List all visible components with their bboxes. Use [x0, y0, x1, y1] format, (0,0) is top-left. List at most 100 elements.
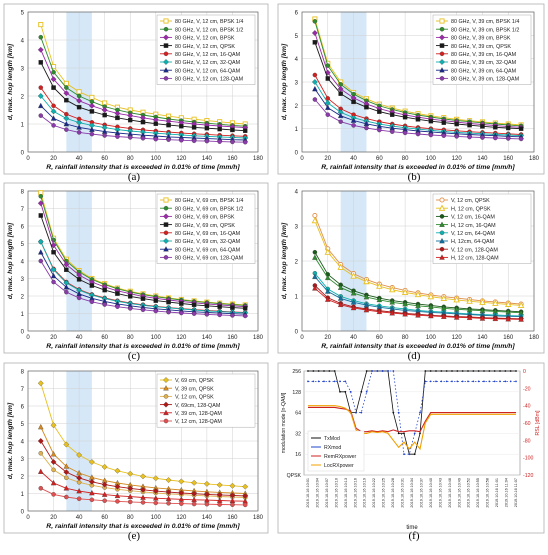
data-point-s7-2	[338, 119, 343, 124]
x-tick-label: 0	[26, 515, 30, 521]
data-point-s1-3	[323, 380, 325, 383]
data-point-s7-16	[518, 136, 524, 142]
time-tick-label: 2019.10.16 10:16	[353, 478, 357, 508]
data-point-s0-30	[467, 370, 469, 372]
x-tick-label: 60	[101, 156, 108, 162]
data-point-s7-11	[453, 314, 460, 320]
x-tick-label: 100	[151, 156, 162, 162]
y-tick-label-right: 0	[523, 369, 526, 375]
data-point-s1-0	[38, 34, 44, 40]
data-point-s2-5	[101, 107, 108, 113]
legend-entry: 80 GHz, V, 12 cm, 16-QAM	[175, 52, 241, 58]
data-point-s7-1	[325, 296, 331, 302]
legend-entry: V, 12 cm, QPSK	[451, 198, 490, 204]
time-tick-label: 2019.10.16 10:19	[363, 478, 367, 508]
legend-entry: 80 GHz, V, 39 cm, 16-QAM	[451, 52, 517, 58]
data-point-s3-7	[127, 485, 134, 492]
data-point-s5-11	[179, 501, 184, 506]
data-point-s3-13	[204, 125, 210, 131]
panel-label: (c)	[128, 350, 141, 362]
data-point-s1-34	[488, 380, 491, 383]
data-point-s7-11	[179, 137, 184, 143]
data-point-s1-8	[414, 290, 422, 298]
data-point-s1-15	[504, 300, 512, 307]
data-point-s4-1	[51, 103, 56, 109]
legend-entry: 80 GHz, V, 69 cm, BPSK 1/4	[175, 198, 243, 204]
data-point-s2-1	[50, 242, 57, 249]
x-axis-label: R, rainfall intensity that is exceeded i…	[321, 343, 515, 350]
series-line-3	[308, 405, 516, 451]
data-point-s4-4	[89, 489, 95, 496]
data-point-s3-0	[37, 438, 44, 444]
legend-swatch-marker	[163, 43, 169, 48]
data-point-s1-11	[365, 390, 368, 393]
y-tick-label: 0	[21, 330, 25, 336]
data-point-s0-36	[499, 370, 501, 372]
legend-entry: 80 GHz, V, 69 cm, 128-QAM	[175, 256, 244, 262]
data-point-s3-9	[428, 118, 434, 124]
legend-swatch-marker	[163, 255, 169, 260]
data-point-s7-9	[153, 308, 159, 314]
plot-area	[27, 11, 259, 153]
y-tick-label-left: 16	[295, 452, 301, 458]
data-point-s5-15	[230, 502, 235, 507]
data-point-s6-1	[50, 115, 57, 121]
y-tick-label-left: 128	[292, 390, 301, 396]
legend-swatch-marker	[163, 418, 169, 424]
y-tick-label: 3	[21, 457, 25, 463]
data-point-s3-2	[64, 267, 69, 272]
data-point-s0-0	[38, 22, 44, 28]
data-point-s0-29	[461, 370, 464, 372]
data-point-s7-7	[127, 306, 133, 311]
data-point-s1-13	[376, 370, 379, 372]
data-point-s0-18	[403, 432, 405, 435]
x-tick-label: 140	[202, 156, 213, 162]
data-point-s1-4	[363, 277, 370, 285]
data-point-s4-2	[63, 485, 70, 491]
y-tick-label: 4	[21, 260, 25, 266]
legend-entry: 80 GHz, V, 12 cm, BPSK	[175, 36, 235, 42]
data-point-s4-0	[38, 85, 44, 90]
data-point-s5-1	[50, 266, 57, 273]
data-point-s0-22	[424, 370, 427, 372]
time-tick-label: 2019.10.16 10:52	[467, 478, 471, 508]
data-point-s5-8	[140, 500, 146, 505]
data-point-s1-5	[376, 282, 383, 289]
y-tick-label-right: -80	[523, 438, 531, 444]
data-point-s7-11	[454, 134, 459, 139]
x-tick-label: 120	[176, 515, 187, 521]
data-point-s0-10	[165, 477, 172, 483]
legend-entry: TxMod	[324, 436, 340, 442]
x-tick-label: 40	[350, 156, 357, 162]
data-point-s0-1	[50, 422, 57, 429]
panel-label: (d)	[408, 350, 421, 362]
data-point-s3-2	[338, 91, 343, 96]
data-point-s1-12	[371, 370, 373, 372]
data-point-s7-9	[428, 132, 434, 138]
data-point-s0-5	[333, 370, 336, 372]
data-point-s0-8	[140, 473, 146, 480]
data-point-s5-0	[312, 273, 318, 280]
data-point-s1-25	[440, 380, 443, 383]
x-tick-label: 120	[452, 156, 463, 162]
data-point-s7-13	[204, 138, 210, 144]
data-point-s0-3	[323, 370, 325, 372]
y-tick-label: 1	[295, 127, 299, 133]
y-tick-label: 6	[21, 405, 25, 411]
data-point-s1-19	[408, 453, 411, 456]
data-point-s3-16	[242, 305, 248, 311]
y-tick-label: 8	[21, 370, 25, 376]
legend-swatch-marker	[163, 230, 169, 236]
y-tick-label: 6	[21, 225, 25, 231]
data-point-s7-12	[467, 134, 472, 140]
data-point-s5-0	[37, 93, 44, 99]
x-tick-label: 180	[253, 515, 264, 521]
data-point-s5-1	[50, 108, 57, 115]
data-point-s1-37	[504, 380, 507, 383]
data-point-s0-20	[413, 453, 416, 456]
data-point-s3-9	[152, 488, 159, 494]
data-point-s3-14	[217, 126, 222, 132]
data-point-s1-0	[38, 193, 44, 199]
